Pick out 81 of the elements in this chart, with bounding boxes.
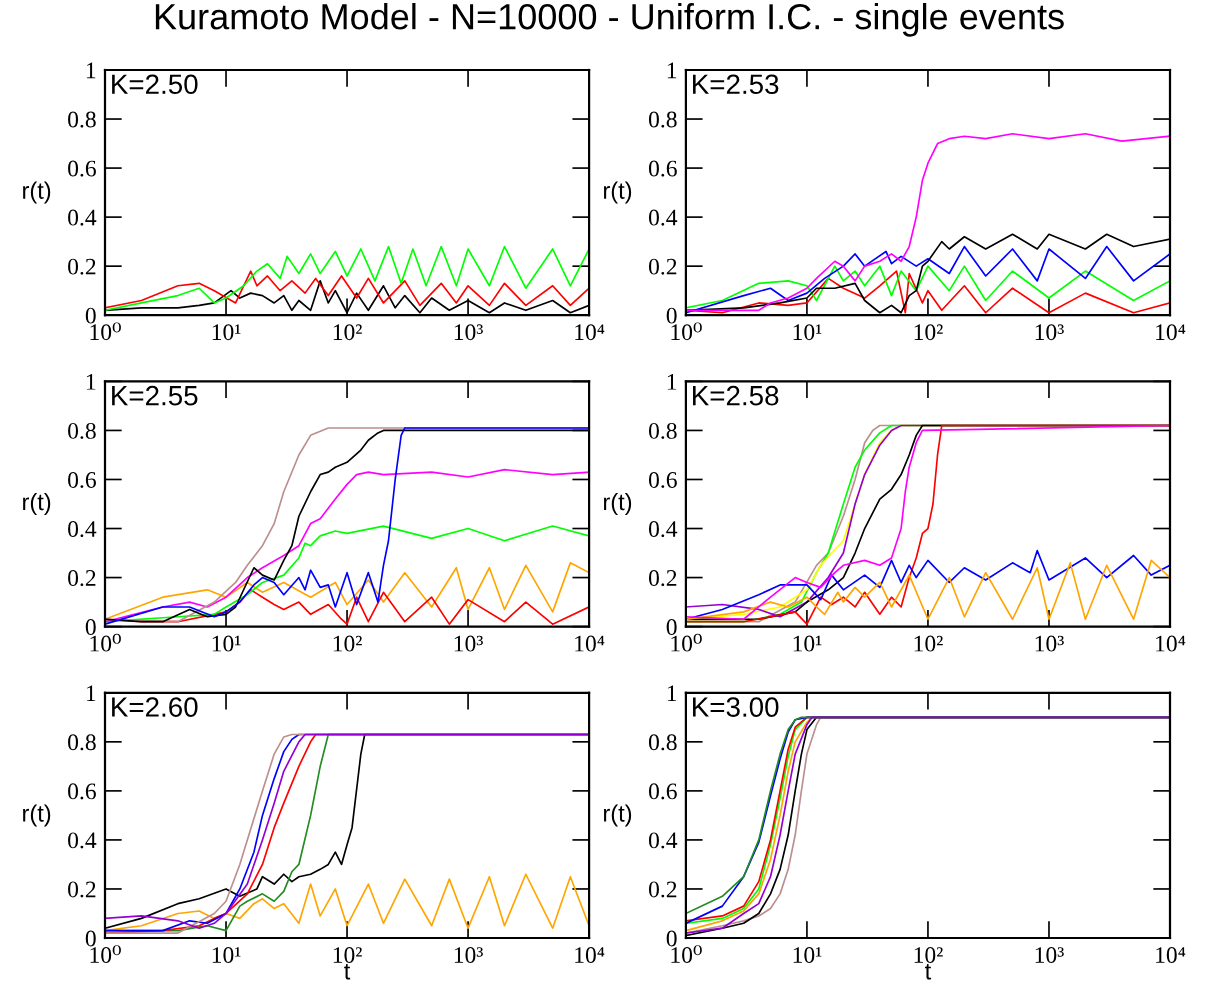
x-tick-label: 10²	[333, 947, 362, 963]
y-tick-label: 0.2	[68, 881, 96, 898]
x-tick-label: 10³	[454, 635, 483, 652]
y-tick-label: 0.6	[648, 471, 677, 489]
x-tick-label: 10²	[333, 324, 362, 341]
y-tick-label: 0.6	[68, 783, 96, 800]
y-tick-label: 0.2	[68, 570, 96, 587]
annotation: K=2.58	[693, 385, 779, 406]
x-tick-label: 10³	[1035, 635, 1064, 652]
y-tick-label: 0.6	[648, 783, 677, 800]
annotation: K=2.53	[693, 74, 779, 95]
x-tick-label: 10⁴	[1156, 947, 1186, 963]
y-tick-label: 0.8	[648, 422, 677, 439]
x-tick-label: 10¹	[212, 324, 241, 341]
y-tick-label: 1	[667, 62, 677, 79]
y-tick-label: 0.6	[648, 160, 677, 177]
y-axis-title: r(t)	[604, 181, 632, 204]
x-tick-label: 10⁰	[90, 633, 121, 652]
y-tick-label: 0.4	[648, 209, 678, 226]
y-tick-label: 0.2	[648, 570, 677, 587]
y-tick-label: 0.8	[68, 111, 96, 128]
x-tick-label: 10³	[1035, 947, 1064, 963]
x-tick-label: 10¹	[793, 324, 822, 341]
x-tick-label: 10⁴	[1156, 324, 1186, 341]
y-tick-label: 0	[85, 619, 96, 636]
x-tick-label: 10²	[914, 324, 943, 341]
y-tick-label: 0.4	[68, 521, 97, 538]
chart-title: Kuramoto Model - N=10000 - Uniform I.C. - single events	[155, 3, 1064, 37]
y-tick-label: 0	[666, 930, 677, 947]
y-tick-label: 0.8	[68, 422, 96, 439]
x-tick-label: 10¹	[212, 947, 241, 963]
x-tick-label: 10⁰	[671, 633, 702, 652]
x-tick-label: 10⁴	[575, 324, 605, 341]
x-tick-label: 10⁰	[671, 322, 702, 341]
y-tick-label: 0.4	[68, 209, 97, 226]
x-tick-label: 10⁰	[90, 322, 121, 341]
x-axis-title: t	[344, 964, 351, 980]
y-axis-title: r(t)	[604, 492, 632, 515]
y-tick-label: 1	[667, 685, 677, 701]
x-tick-label: 10²	[333, 635, 362, 652]
y-tick-label: 1	[86, 62, 96, 79]
y-tick-label: 1	[667, 374, 677, 390]
x-tick-label: 10²	[914, 947, 943, 963]
y-axis-title: r(t)	[604, 804, 632, 827]
y-axis-title: r(t)	[23, 492, 51, 515]
x-tick-label: 10⁴	[575, 635, 605, 652]
x-tick-label: 10³	[1035, 324, 1064, 341]
y-tick-label: 0.2	[68, 258, 96, 275]
annotation: K=3.00	[693, 697, 779, 717]
y-tick-label: 0.2	[648, 258, 677, 275]
y-tick-label: 0.4	[648, 521, 678, 538]
y-tick-label: 0.6	[68, 471, 96, 489]
y-tick-label: 0	[85, 930, 96, 947]
y-tick-label: 0	[85, 307, 96, 324]
y-tick-label: 0	[666, 619, 677, 636]
y-tick-label: 0.4	[648, 832, 678, 849]
y-tick-label: 0.8	[648, 111, 677, 128]
y-tick-label: 0.8	[68, 734, 96, 751]
x-tick-label: 10⁴	[1156, 635, 1186, 652]
annotation: K=2.60	[112, 697, 198, 717]
x-tick-label: 10¹	[793, 947, 822, 963]
annotation: K=2.55	[112, 385, 198, 406]
x-tick-label: 10⁰	[671, 945, 702, 963]
x-tick-label: 10⁰	[90, 945, 121, 963]
x-tick-label: 10¹	[793, 635, 822, 652]
x-tick-label: 10³	[454, 947, 483, 963]
y-tick-label: 0.6	[68, 160, 96, 177]
y-tick-label: 1	[86, 374, 96, 390]
x-tick-label: 10¹	[212, 635, 241, 652]
x-tick-label: 10³	[454, 324, 483, 341]
x-tick-label: 10⁴	[575, 947, 605, 963]
x-axis-title: t	[925, 964, 932, 980]
y-tick-label: 0.4	[68, 832, 97, 849]
y-tick-label: 0.8	[648, 734, 677, 751]
annotation: K=2.50	[112, 74, 198, 95]
y-tick-label: 0	[666, 307, 677, 324]
y-axis-title: r(t)	[23, 181, 51, 204]
y-tick-label: 0.2	[648, 881, 677, 898]
y-axis-title: r(t)	[23, 804, 51, 827]
y-tick-label: 1	[86, 685, 96, 701]
x-tick-label: 10²	[914, 635, 943, 652]
